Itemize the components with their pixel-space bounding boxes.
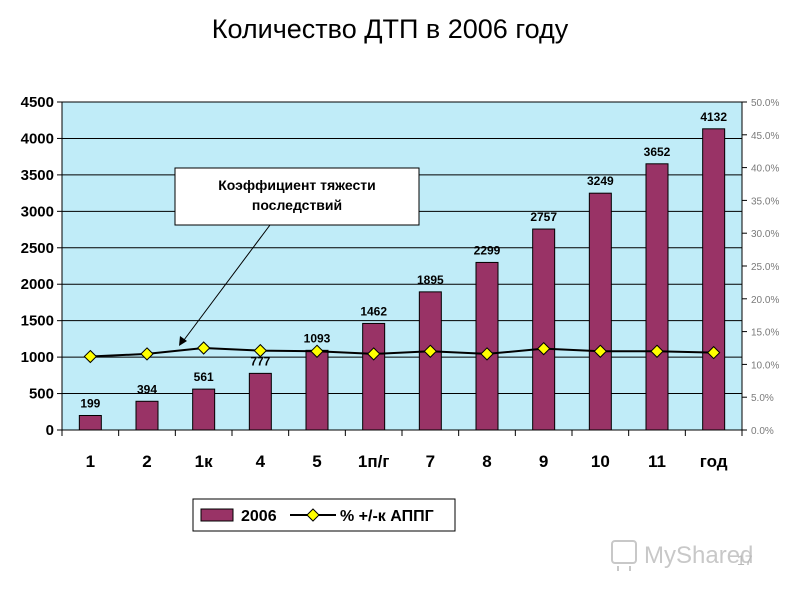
bar-год <box>702 128 726 431</box>
right-tick-label: 35.0% <box>751 196 779 207</box>
left-axis-ticks: 0 500 1000 1500 2000 2500 3000 3500 4000 4500 <box>21 94 62 439</box>
x-tick-label-год: год <box>700 452 728 471</box>
right-tick-label: 5.0% <box>751 393 774 404</box>
right-tick-label: 45.0% <box>751 131 779 142</box>
bar-1п/г <box>362 322 386 431</box>
marker-1к <box>196 341 211 355</box>
watermark-text: MyShared <box>644 542 753 569</box>
annotation-callout: Коэффициент тяжести последствий <box>174 167 420 346</box>
right-tick-label: 50.0% <box>751 98 779 109</box>
annotation-line-2: последствий <box>252 197 342 213</box>
legend-diamond-swatch <box>306 508 320 522</box>
bar-10 <box>588 192 612 431</box>
bar-label-4: 777 <box>250 354 270 368</box>
left-tick-label: 2500 <box>21 240 54 257</box>
bar-9 <box>532 228 556 431</box>
bar-11 <box>645 163 669 431</box>
x-tick-label-2: 2 <box>142 452 151 471</box>
legend-label-2006: 2006 <box>241 508 277 525</box>
right-tick-label: 15.0% <box>751 328 779 339</box>
bar-label-1к: 561 <box>194 370 214 384</box>
bar-label-1: 199 <box>80 396 100 410</box>
watermark-logo-icon <box>611 540 637 564</box>
x-tick-label-1: 1 <box>86 452 95 471</box>
marker-7 <box>423 344 438 358</box>
right-tick-label: 30.0% <box>751 229 779 240</box>
marker-4 <box>253 343 268 358</box>
x-axis-ticks: 1 2 1к 4 5 1п/г 7 8 9 10 11 год <box>61 430 743 471</box>
annotation-line-1: Коэффициент тяжести <box>218 177 376 193</box>
right-tick-label: 20.0% <box>751 295 779 306</box>
x-tick-label-11: 11 <box>648 452 666 471</box>
legend-label-percent: % +/-к АППГ <box>340 508 434 525</box>
left-tick-label: 0 <box>46 422 54 439</box>
annotation-box <box>174 167 420 226</box>
marker-10 <box>593 344 608 358</box>
bar-data-labels: 199 394 561 777 1093 1462 1895 2299 2757 3249 3652… <box>80 110 727 411</box>
legend: 2006 % +/-к АППГ <box>192 498 456 532</box>
left-tick-label: 4500 <box>21 94 54 111</box>
bar-label-10: 3249 <box>587 174 614 188</box>
watermark-page-number: 17 <box>737 552 753 568</box>
x-tick-label-9: 9 <box>539 452 548 471</box>
bar-label-8: 2299 <box>474 243 501 257</box>
right-tick-label: 10.0% <box>751 360 779 371</box>
left-tick-label: 500 <box>29 386 54 403</box>
x-tick-label-1к: 1к <box>195 452 213 471</box>
x-tick-label-1п/г: 1п/г <box>358 452 390 471</box>
right-tick-label: 0.0% <box>751 426 774 437</box>
x-tick-label-4: 4 <box>256 452 266 471</box>
bar-label-9: 2757 <box>530 210 557 224</box>
percent-markers <box>83 341 721 364</box>
bar-8 <box>475 261 499 431</box>
marker-8 <box>480 347 494 361</box>
marker-1п/г <box>366 347 381 361</box>
x-tick-label-8: 8 <box>482 452 491 471</box>
right-tick-label: 40.0% <box>751 164 779 175</box>
left-tick-label: 2000 <box>21 276 54 293</box>
right-axis-ticks: 0.0% 5.0% 10.0% 15.0% 20.0% 25.0% 30.0% 35.0% 40… <box>742 98 779 437</box>
bar-label-7: 1895 <box>417 273 444 287</box>
left-tick-label: 3000 <box>21 203 54 220</box>
bar-label-5: 1093 <box>304 331 331 345</box>
annotation-arrow <box>180 224 271 345</box>
left-tick-label: 3500 <box>21 167 54 184</box>
right-tick-label: 25.0% <box>751 262 779 273</box>
legend-bar-swatch <box>200 508 234 522</box>
bar-7 <box>418 291 442 431</box>
marker-2 <box>140 347 154 361</box>
marker-11 <box>650 344 664 358</box>
watermark: MyShared 17 <box>611 540 753 571</box>
annotation-arrowhead <box>179 336 187 346</box>
chart-title: Количество ДТП в 2006 году <box>211 14 569 44</box>
marker-1 <box>83 349 98 364</box>
bar-label-2: 394 <box>137 382 157 396</box>
bar-label-год: 4132 <box>700 110 727 124</box>
marker-5 <box>310 344 324 358</box>
left-tick-label: 1500 <box>21 313 54 330</box>
bar-2 <box>135 400 159 431</box>
plot-area <box>62 102 742 430</box>
marker-9 <box>536 341 551 356</box>
x-tick-label-7: 7 <box>426 452 435 471</box>
percent-line <box>90 346 714 358</box>
bar-5 <box>305 349 329 431</box>
bar-label-11: 3652 <box>644 145 671 159</box>
bar-1 <box>78 414 102 431</box>
left-tick-label: 1000 <box>21 349 54 366</box>
bar-label-1п/г: 1462 <box>360 304 387 318</box>
left-tick-label: 4000 <box>21 130 54 147</box>
x-tick-label-5: 5 <box>312 452 321 471</box>
marker-год <box>706 345 721 360</box>
x-tick-label-10: 10 <box>591 452 610 471</box>
bar-4 <box>248 372 272 431</box>
bar-1к <box>192 388 216 431</box>
